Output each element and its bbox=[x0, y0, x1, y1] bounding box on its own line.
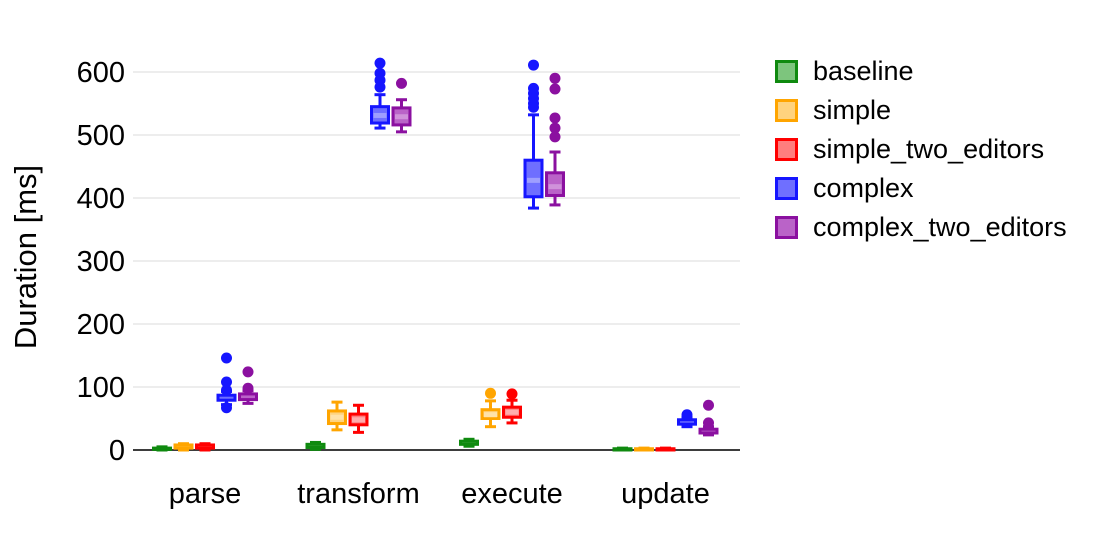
outlier-dot bbox=[242, 366, 254, 378]
legend-label-simple-two-editors: simple_two_editors bbox=[813, 134, 1045, 164]
boxplot-simple-update bbox=[634, 446, 654, 452]
outlier-dot bbox=[549, 122, 561, 134]
box-rect bbox=[698, 427, 719, 435]
boxplot-complex-execute bbox=[523, 59, 544, 210]
outlier-dot bbox=[396, 77, 407, 89]
boxplot-complex_two_editors-transform bbox=[391, 77, 412, 134]
outlier-dot bbox=[221, 402, 232, 414]
box-rect bbox=[216, 393, 237, 402]
boxplot-baseline-execute bbox=[459, 437, 479, 448]
y-tick-label-600: 600 bbox=[77, 57, 125, 89]
legend-swatch-complex-two-editors bbox=[775, 216, 798, 239]
box-rect bbox=[634, 447, 654, 452]
outlier-dot bbox=[549, 112, 561, 124]
box-rect bbox=[195, 443, 215, 450]
outlier-dot bbox=[485, 387, 496, 399]
boxplot-complex-parse bbox=[216, 352, 237, 414]
boxplot-simple-parse bbox=[173, 442, 194, 452]
outlier-dot bbox=[549, 131, 561, 143]
boxplot-baseline-update bbox=[612, 446, 633, 452]
x-category-label-execute: execute bbox=[461, 478, 563, 510]
box-rect bbox=[152, 446, 172, 451]
outlier-dot bbox=[221, 352, 232, 364]
median-band bbox=[395, 114, 408, 120]
outlier-dot bbox=[374, 57, 386, 69]
outlier-dot bbox=[374, 81, 386, 93]
box-rect bbox=[655, 447, 676, 452]
box-rect bbox=[173, 443, 194, 450]
median-band bbox=[505, 409, 519, 415]
box-rect bbox=[677, 418, 697, 426]
legend-item-baseline: baseline bbox=[775, 56, 1067, 86]
outlier-dot bbox=[242, 382, 254, 394]
legend-swatch-simple bbox=[775, 99, 798, 122]
box-rect bbox=[545, 171, 565, 197]
x-category-label-transform: transform bbox=[297, 478, 419, 510]
median-band bbox=[527, 177, 540, 183]
boxplot-complex_two_editors-execute bbox=[545, 72, 565, 207]
box-rect bbox=[612, 447, 633, 452]
outlier-dot bbox=[703, 399, 714, 411]
box-rect bbox=[459, 439, 479, 446]
median-band bbox=[548, 184, 562, 190]
legend-swatch-simple-two-editors bbox=[775, 138, 798, 161]
boxplot-simple_two_editors-parse bbox=[195, 442, 215, 452]
legend-swatch-baseline bbox=[775, 60, 798, 83]
legend-item-complex: complex bbox=[775, 173, 1067, 203]
median-band bbox=[330, 414, 344, 420]
median-band bbox=[373, 112, 387, 118]
y-tick-label-100: 100 bbox=[77, 372, 125, 404]
legend-item-simple-two-editors: simple_two_editors bbox=[775, 134, 1067, 164]
boxplot-simple_two_editors-execute bbox=[502, 388, 522, 425]
box-rect bbox=[305, 442, 326, 449]
legend-label-complex-two-editors: complex_two_editors bbox=[813, 212, 1067, 242]
y-tick-label-400: 400 bbox=[77, 183, 125, 215]
boxplot-simple-transform bbox=[327, 400, 347, 432]
outlier-dot bbox=[549, 72, 561, 84]
outlier-dot bbox=[528, 101, 539, 113]
outlier-dot bbox=[221, 384, 232, 396]
legend-label-simple: simple bbox=[813, 95, 892, 125]
boxplot-complex-update bbox=[677, 409, 697, 429]
boxplot-simple_two_editors-update bbox=[655, 446, 676, 452]
boxplot-complex-transform bbox=[370, 57, 390, 130]
y-tick-label-300: 300 bbox=[77, 246, 125, 278]
legend-label-complex: complex bbox=[813, 173, 914, 203]
outlier-dot bbox=[506, 388, 518, 400]
median-band bbox=[352, 417, 365, 423]
median-band bbox=[484, 412, 497, 418]
outlier-dot bbox=[703, 417, 714, 429]
y-tick-label-200: 200 bbox=[77, 309, 125, 341]
y-tick-label-500: 500 bbox=[77, 120, 125, 152]
legend-item-simple: simple bbox=[775, 95, 1067, 125]
outlier-dot bbox=[221, 376, 232, 388]
boxplot-simple_two_editors-transform bbox=[348, 403, 369, 434]
y-tick-label-0: 0 bbox=[109, 435, 125, 467]
legend: baseline simple simple_two_editors compl… bbox=[775, 56, 1067, 252]
outlier-dot bbox=[681, 409, 693, 421]
boxplot-baseline-transform bbox=[305, 440, 326, 451]
legend-swatch-complex bbox=[775, 177, 798, 200]
box-rect bbox=[238, 392, 258, 402]
outlier-dot bbox=[528, 59, 539, 71]
outlier-dot bbox=[549, 83, 561, 95]
legend-label-baseline: baseline bbox=[813, 56, 914, 86]
boxplot-baseline-parse bbox=[152, 445, 172, 452]
x-category-label-update: update bbox=[621, 478, 710, 510]
legend-item-complex-two-editors: complex_two_editors bbox=[775, 212, 1067, 242]
x-category-label-parse: parse bbox=[169, 478, 242, 510]
boxplot-simple-execute bbox=[480, 387, 501, 429]
boxplot-complex_two_editors-update bbox=[698, 399, 719, 437]
boxplot-complex_two_editors-parse bbox=[238, 366, 258, 405]
